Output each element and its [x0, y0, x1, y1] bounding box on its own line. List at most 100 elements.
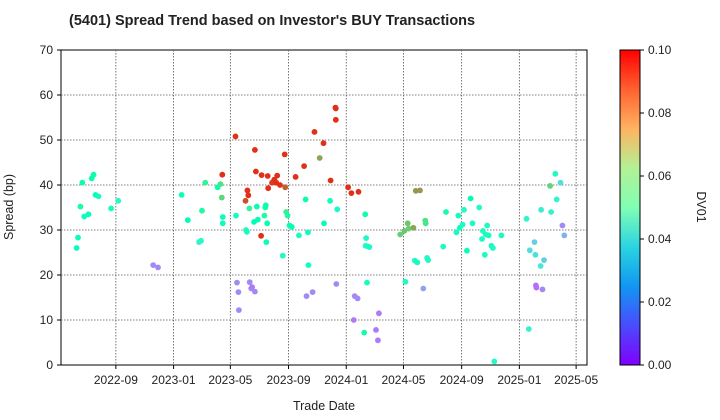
data-point [455, 212, 462, 219]
y-tick-label: 70 [40, 43, 54, 57]
x-axis-label: Trade Date [293, 399, 355, 413]
data-point [531, 239, 538, 246]
data-point [459, 221, 466, 228]
data-point [284, 212, 291, 219]
data-point [443, 209, 449, 215]
data-point [547, 183, 553, 189]
data-point [350, 317, 357, 323]
data-point [552, 170, 559, 177]
data-point [348, 190, 355, 197]
data-point [491, 358, 498, 365]
y-tick-label: 50 [40, 133, 54, 147]
data-point [245, 192, 252, 199]
data-point [361, 329, 368, 336]
data-point [485, 232, 492, 239]
data-point [402, 278, 409, 285]
data-point [355, 188, 362, 195]
data-point [364, 279, 370, 286]
data-point [264, 220, 271, 227]
data-point [198, 237, 204, 244]
data-point [557, 179, 564, 186]
data-point [218, 194, 225, 201]
y-axis-ticks: 0 10 20 30 40 50 60 70 [40, 43, 61, 372]
data-point [234, 279, 240, 286]
data-point [253, 168, 259, 175]
data-point [232, 133, 239, 140]
data-point [85, 211, 92, 218]
data-point [498, 232, 505, 239]
data-point [422, 220, 429, 227]
data-point [202, 179, 209, 186]
data-point [302, 196, 309, 203]
data-point [282, 184, 289, 191]
x-tick-label: 2024-09 [440, 373, 484, 387]
data-point [277, 182, 283, 188]
data-point [366, 244, 373, 251]
y-tick-label: 40 [40, 178, 54, 192]
data-point [219, 171, 226, 178]
data-point [244, 228, 250, 235]
data-point [73, 245, 80, 251]
data-point [481, 251, 488, 258]
data-point [252, 288, 258, 295]
data-point [292, 174, 299, 180]
data-point [95, 193, 102, 200]
x-tick-label: 2024-05 [381, 373, 425, 387]
data-point [541, 257, 547, 263]
data-point [90, 171, 97, 178]
data-point [327, 177, 334, 184]
data-point [484, 222, 491, 229]
data-point [264, 173, 271, 179]
data-point [305, 229, 311, 236]
data-point [548, 209, 554, 215]
colorbar-tick-label: 0.10 [648, 43, 672, 57]
data-point [217, 181, 224, 188]
data-point [236, 307, 242, 313]
data-point [327, 197, 333, 204]
y-tick-label: 30 [40, 223, 54, 237]
data-point [405, 225, 412, 232]
x-tick-label: 2025-01 [497, 373, 541, 387]
data-point [538, 206, 544, 213]
data-point [373, 327, 379, 333]
colorbar-ticks: 0.00 0.02 0.04 0.06 0.08 0.10 [640, 43, 672, 372]
x-tick-label: 2023-01 [152, 373, 196, 387]
data-point [249, 284, 256, 290]
x-tick-label: 2024-01 [324, 373, 368, 387]
data-point [309, 289, 316, 295]
data-point [320, 140, 327, 147]
data-point [233, 212, 239, 219]
x-tick-label: 2025-05 [554, 373, 598, 387]
data-point [539, 286, 546, 293]
data-point [261, 212, 268, 219]
data-point [333, 281, 340, 287]
data-point [281, 151, 288, 158]
colorbar [619, 49, 641, 366]
data-point [469, 220, 476, 227]
data-point [274, 172, 281, 179]
data-point [303, 293, 310, 299]
data-point [219, 214, 226, 220]
data-point [523, 215, 530, 222]
data-point [464, 247, 470, 254]
colorbar-tick-label: 0.04 [648, 232, 672, 246]
data-point [199, 207, 205, 214]
x-tick-label: 2023-09 [266, 373, 310, 387]
data-point [301, 163, 307, 170]
data-point [258, 232, 264, 239]
data-point [362, 211, 369, 218]
data-point [79, 179, 86, 186]
data-point [412, 187, 419, 194]
data-point [345, 184, 351, 191]
data-point [242, 197, 249, 204]
data-point [77, 203, 84, 210]
data-point [404, 220, 411, 227]
chart-title: (5401) Spread Trend based on Investor's … [69, 13, 475, 29]
data-point [296, 232, 302, 239]
data-point [397, 231, 404, 238]
colorbar-tick-label: 0.06 [648, 169, 672, 183]
data-point [420, 285, 427, 292]
plot-area [60, 49, 588, 366]
data-point [178, 192, 185, 198]
